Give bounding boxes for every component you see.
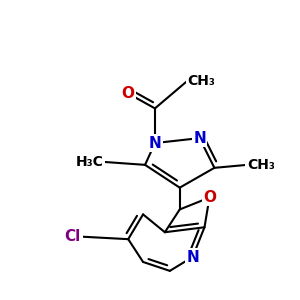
Text: N: N — [186, 250, 199, 265]
Text: O: O — [203, 190, 216, 205]
Text: Cl: Cl — [64, 229, 81, 244]
Text: H₃C: H₃C — [76, 155, 103, 169]
Text: CH₃: CH₃ — [247, 158, 275, 172]
Text: O: O — [122, 86, 135, 101]
Text: N: N — [148, 136, 161, 151]
Text: N: N — [193, 130, 206, 146]
Text: CH₃: CH₃ — [188, 74, 215, 88]
